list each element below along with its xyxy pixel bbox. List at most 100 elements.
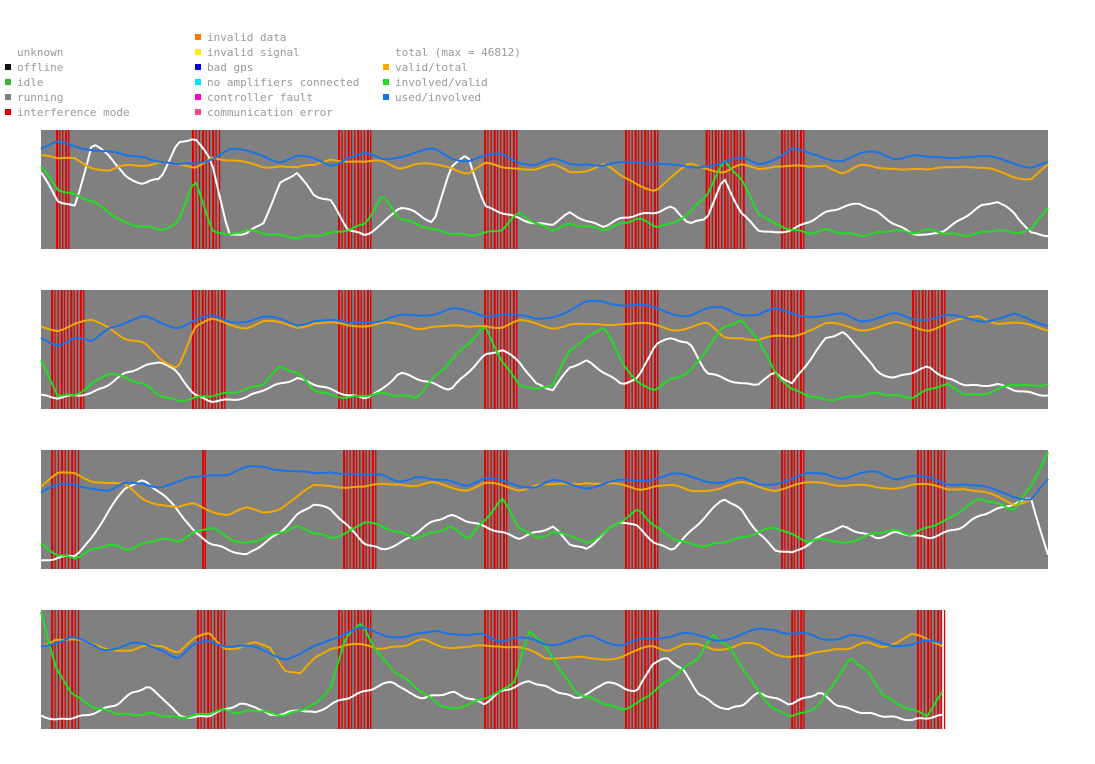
- interference-stripe: [634, 610, 637, 729]
- interference-stripe: [357, 610, 360, 729]
- interference-stripe: [63, 290, 66, 409]
- interference-stripe: [62, 130, 64, 249]
- involved-valid-line: [40, 160, 1049, 240]
- interference-stripe: [211, 290, 214, 409]
- interference-stripe: [937, 290, 939, 409]
- interference-stripe: [650, 610, 652, 729]
- interference-stripe: [641, 130, 643, 249]
- interference-stripe: [647, 610, 649, 729]
- interference-stripe: [705, 130, 708, 249]
- interference-stripe: [796, 130, 799, 249]
- interference-stripe: [212, 130, 215, 249]
- interference-stripe: [793, 450, 795, 569]
- interference-stripe: [77, 450, 80, 569]
- interference-stripe: [59, 130, 61, 249]
- interference-stripe: [375, 450, 377, 569]
- interference-stripe: [777, 290, 779, 409]
- interference-stripe: [67, 450, 70, 569]
- interference-stripe: [365, 450, 367, 569]
- interference-stripe: [360, 610, 362, 729]
- interference-stripe: [355, 450, 358, 569]
- interference-stripe: [218, 130, 221, 249]
- interference-stripe: [800, 610, 803, 729]
- interference-stripe: [484, 610, 487, 729]
- interference-stripe: [930, 450, 932, 569]
- legend-label: running: [17, 91, 64, 104]
- interference-stripe: [61, 610, 64, 729]
- legend-swatch: [5, 64, 11, 70]
- interference-stripe: [64, 450, 66, 569]
- interference-stripe: [207, 610, 210, 729]
- interference-stripe: [927, 450, 930, 569]
- interference-stripe: [487, 130, 489, 249]
- interference-stripe: [787, 130, 789, 249]
- interference-stripe: [201, 290, 204, 409]
- involved-valid-line: [40, 451, 1049, 560]
- interference-stripe: [217, 290, 219, 409]
- interference-stripe: [796, 290, 798, 409]
- interference-stripe: [653, 450, 656, 569]
- interference-stripe: [739, 130, 741, 249]
- interference-stripe: [192, 130, 194, 249]
- interference-stripe: [366, 610, 369, 729]
- interference-stripe: [493, 130, 496, 249]
- interference-stripe: [933, 610, 936, 729]
- interference-stripe: [800, 130, 802, 249]
- legend-label: controller fault: [207, 91, 313, 104]
- interference-stripe: [357, 130, 360, 249]
- interference-stripe: [360, 130, 362, 249]
- interference-stripe: [210, 610, 212, 729]
- interference-stripe: [484, 130, 487, 249]
- interference-stripe: [937, 610, 940, 729]
- interference-stripe: [625, 450, 628, 569]
- interference-stripe: [354, 610, 356, 729]
- interference-stripe: [793, 130, 795, 249]
- legend-swatch: [5, 109, 11, 115]
- interference-stripe: [653, 610, 656, 729]
- interference-stripe: [484, 450, 487, 569]
- interference-stripe: [784, 130, 786, 249]
- interference-stripe: [195, 130, 197, 249]
- interference-stripe: [711, 130, 714, 249]
- interference-stripe: [208, 130, 211, 249]
- interference-stripe: [512, 610, 515, 729]
- interference-stripe: [803, 610, 805, 729]
- legend-swatch: [195, 34, 201, 40]
- interference-stripe: [736, 130, 738, 249]
- interference-stripe: [73, 290, 75, 409]
- interference-stripe: [220, 610, 222, 729]
- interference-stripe: [793, 290, 795, 409]
- interference-stripe: [68, 130, 70, 249]
- interference-stripe: [370, 130, 372, 249]
- interference-stripe: [350, 130, 353, 249]
- total-line: [40, 479, 1049, 562]
- legend-swatch: [383, 94, 389, 100]
- legend-label: bad gps: [207, 61, 254, 74]
- interference-stripe: [359, 450, 361, 569]
- interference-stripe: [930, 610, 932, 729]
- interference-stripe: [64, 610, 66, 729]
- interference-stripe: [74, 610, 76, 729]
- interference-stripe: [490, 290, 492, 409]
- interference-stripe: [344, 610, 346, 729]
- legend-swatch: [195, 79, 201, 85]
- interference-stripe: [933, 450, 936, 569]
- interference-stripe: [657, 450, 659, 569]
- legend-swatch: [5, 94, 11, 100]
- interference-stripe: [727, 130, 729, 249]
- interference-stripe: [506, 450, 508, 569]
- interference-stripe: [490, 130, 492, 249]
- interference-stripe: [631, 130, 633, 249]
- interference-stripe: [742, 130, 745, 249]
- interference-stripe: [918, 290, 920, 409]
- interference-stripe: [800, 450, 802, 569]
- interference-stripe: [366, 130, 369, 249]
- interference-stripe: [338, 610, 341, 729]
- interference-stripe: [344, 130, 346, 249]
- interference-stripe: [362, 450, 365, 569]
- interference-stripe: [781, 450, 784, 569]
- interference-stripe: [344, 290, 346, 409]
- interference-stripe: [67, 290, 69, 409]
- legend-label: used/involved: [395, 91, 482, 104]
